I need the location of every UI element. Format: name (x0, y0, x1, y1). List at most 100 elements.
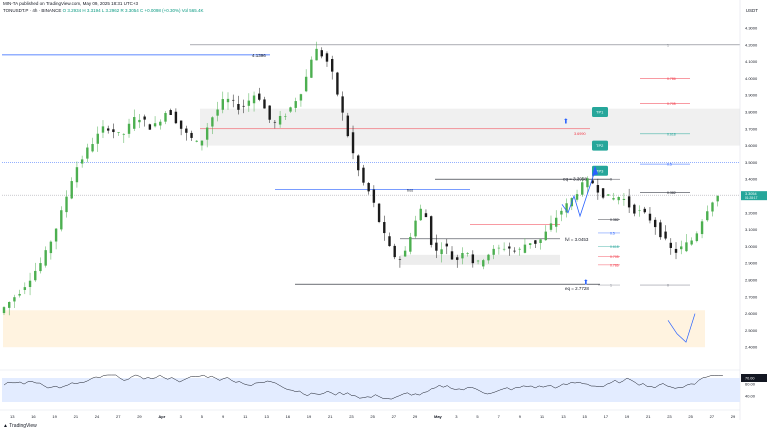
candle-body (247, 100, 251, 106)
fib-right-label-6: 1 (610, 284, 612, 288)
time-tick-5: 27 (116, 414, 121, 419)
time-tick-0: 13 (10, 414, 15, 419)
label-eq-low: eq = 2.7728 (565, 286, 589, 291)
price-tick-5: 3.8000 (745, 110, 758, 115)
current-countdown-text: 01:28:17 (745, 196, 758, 200)
candle-body (44, 250, 47, 266)
candle-body (164, 112, 167, 122)
candle-body (75, 167, 79, 183)
candle-body (388, 236, 391, 247)
time-tick-28: 17 (604, 414, 609, 419)
time-tick-6: 29 (137, 414, 142, 419)
candle-body (638, 210, 641, 211)
time-tick-3: 21 (74, 414, 79, 419)
fib-label-5: 0.382 (667, 191, 676, 195)
candle-body (476, 260, 480, 262)
time-tick-12: 13 (264, 414, 269, 419)
fib-right-label-0: 0 (610, 178, 612, 182)
candle-body (450, 251, 454, 260)
candle-body (482, 260, 485, 267)
time-tick-29: 19 (625, 414, 630, 419)
price-tick-1: 4.2000 (745, 42, 758, 47)
time-axis[interactable]: 13 16 19 21 24 27 29 Apr 3 5 9 11 13 16 19 21 23 25 27 29 Ma… (0, 409, 740, 419)
time-tick-9: 5 (201, 414, 204, 419)
candle-body (372, 189, 376, 203)
time-tick-2: 19 (52, 414, 57, 419)
price-tick-15: 2.8000 (745, 278, 758, 283)
candle-body (65, 196, 68, 213)
candle-body (403, 250, 407, 257)
candle-body (34, 270, 37, 281)
label-fvg: 3.6990 (574, 132, 586, 136)
fib-label-4: 0.5 (667, 163, 672, 167)
candle-body (601, 188, 605, 198)
fib-label-2: 0.705 (667, 102, 676, 106)
candle-body (466, 253, 469, 254)
candle-body (659, 222, 662, 238)
candle-body (179, 120, 183, 129)
candle-body (237, 104, 240, 110)
candle-body (648, 213, 652, 221)
candle-body (148, 124, 152, 130)
symbol-ohlc-line: TONUSDT.P · 4h · BINANCE O 3.2934 H 3.31… (3, 8, 204, 13)
candle-body (419, 208, 422, 221)
candle-body (185, 128, 188, 133)
candle-body (351, 132, 355, 154)
time-tick-8: 3 (180, 414, 183, 419)
candle-body (39, 263, 42, 272)
candle-body (591, 180, 594, 184)
candle-body (315, 48, 318, 61)
price-tick-8: 3.5000 (745, 160, 758, 165)
fib-label-1: 0.786 (667, 77, 676, 81)
candle-body (554, 217, 558, 227)
candle-body (607, 194, 610, 196)
ohlc-values: O 3.2934 H 3.3194 L 3.2962 R 3.3054 C +0… (62, 8, 204, 13)
candle-body (429, 216, 433, 245)
candle-body (528, 243, 532, 245)
price-axis[interactable]: 4.3000 4.2000 4.1000 4.0000 3.9000 3.8000 3.70… (739, 0, 767, 420)
candle-body (706, 211, 709, 221)
candle-body (565, 203, 568, 213)
time-tick-23: 7 (498, 414, 501, 419)
price-tick-16: 2.7000 (745, 294, 758, 299)
rsi-current-text: 70.00 (745, 377, 755, 381)
target-badge (592, 107, 608, 117)
candle-body (518, 248, 521, 250)
candle-body (23, 287, 27, 290)
candle-body (336, 72, 339, 95)
candle-body (211, 117, 214, 127)
target-label-0: TP1 (596, 110, 604, 115)
time-tick-1: 16 (31, 414, 36, 419)
time-tick-25: 11 (540, 414, 545, 419)
candle-body (513, 250, 516, 252)
candle-body (320, 50, 323, 57)
time-tick-11: 11 (243, 414, 248, 419)
candle-body (80, 159, 84, 164)
target-label-1: TP2 (596, 143, 604, 148)
fib-right-label-2: 0.5 (610, 231, 615, 235)
price-tick-14: 2.9000 (745, 261, 758, 266)
candle-body (502, 248, 506, 250)
candle-body (643, 208, 646, 213)
price-tick-12: 3.1000 (745, 227, 758, 232)
price-tick-9: 3.4000 (745, 177, 758, 182)
candle-body (627, 196, 631, 208)
candle-body (497, 247, 501, 249)
candle-body (424, 213, 428, 218)
candle-body (586, 178, 589, 188)
candle-body (471, 254, 475, 264)
price-tick-18: 2.5000 (745, 328, 758, 333)
time-tick-30: 21 (646, 414, 651, 419)
time-tick-31: 23 (667, 414, 672, 419)
candle-body (534, 240, 537, 244)
candle-body (289, 107, 292, 112)
candle-body (633, 204, 636, 214)
rsi-current-badge (741, 374, 767, 382)
candle-body (330, 59, 334, 72)
candle-body (195, 140, 198, 142)
candle-body (268, 105, 271, 120)
candle-body (685, 242, 688, 252)
time-tick-24: 9 (519, 414, 522, 419)
candle-body (86, 147, 89, 159)
